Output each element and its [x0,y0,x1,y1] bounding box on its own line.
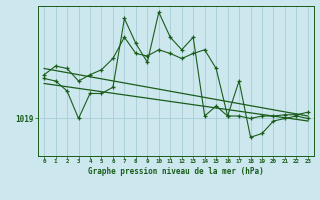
X-axis label: Graphe pression niveau de la mer (hPa): Graphe pression niveau de la mer (hPa) [88,167,264,176]
